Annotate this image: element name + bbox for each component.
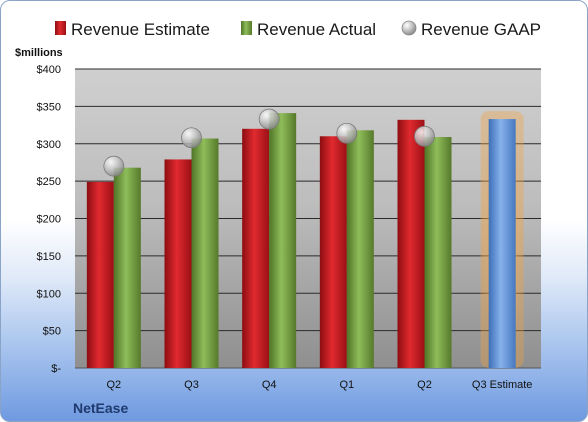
bar-revenue-estimate [86, 181, 114, 368]
bar-q3-estimate [488, 119, 516, 369]
x-category-label: Q2 [417, 379, 432, 391]
bar-revenue-estimate [164, 159, 192, 368]
legend-label-revenue-estimate: Revenue Estimate [71, 20, 210, 39]
marker-revenue-gaap [103, 155, 125, 177]
y-tick-label: $300 [37, 139, 61, 151]
y-axis-unit-label: $millions [15, 47, 63, 59]
y-tick-label: $250 [37, 176, 61, 188]
marker-revenue-gaap [181, 127, 202, 149]
legend-item-revenue-estimate: Revenue Estimate [55, 20, 210, 39]
x-category-label: Q1 [339, 379, 354, 391]
bar-revenue-actual [191, 138, 219, 368]
bar-revenue-actual [424, 137, 452, 368]
legend-swatch-revenue-estimate [55, 21, 66, 35]
bar-revenue-estimate [319, 136, 347, 368]
legend-item-revenue-gaap: Revenue GAAP [401, 20, 541, 39]
x-category-label: Q3 Estimate [472, 379, 533, 391]
legend-marker-revenue-gaap [401, 20, 417, 36]
legend: Revenue Estimate Revenue Actual Revenue … [55, 20, 541, 39]
bar-revenue-estimate [242, 128, 270, 368]
marker-revenue-gaap [336, 122, 358, 144]
x-axis-categories: Q2 Q3 Q4 Q1 Q2 Q3 Estimate [106, 379, 532, 391]
legend-label-revenue-actual: Revenue Actual [257, 20, 376, 39]
marker-revenue-gaap [414, 125, 435, 147]
gridlines [75, 68, 541, 369]
bar-revenue-actual [113, 167, 141, 368]
legend-label-revenue-gaap: Revenue GAAP [421, 20, 541, 39]
y-tick-label: $200 [37, 214, 61, 226]
company-name: NetEase [73, 400, 128, 416]
y-tick-label: $350 [37, 101, 61, 113]
y-tick-label: $- [51, 363, 61, 375]
y-axis-ticks: $- $50 $100 $150 $200 $250 $300 $350 $400 [37, 64, 62, 375]
legend-swatch-revenue-actual [241, 21, 252, 35]
bars [86, 111, 524, 369]
y-tick-label: $100 [37, 288, 61, 300]
x-category-label: Q4 [262, 379, 277, 391]
y-tick-label: $400 [37, 64, 61, 76]
legend-item-revenue-actual: Revenue Actual [241, 20, 376, 39]
bar-revenue-actual [346, 130, 374, 368]
bar-revenue-actual [269, 113, 297, 368]
marker-revenue-gaap [258, 108, 280, 130]
y-tick-label: $150 [37, 251, 61, 263]
bar-revenue-estimate [397, 119, 425, 368]
x-category-label: Q3 [184, 379, 199, 391]
y-tick-label: $50 [43, 326, 61, 338]
gaap-markers [103, 108, 435, 177]
x-category-label: Q2 [106, 379, 121, 391]
